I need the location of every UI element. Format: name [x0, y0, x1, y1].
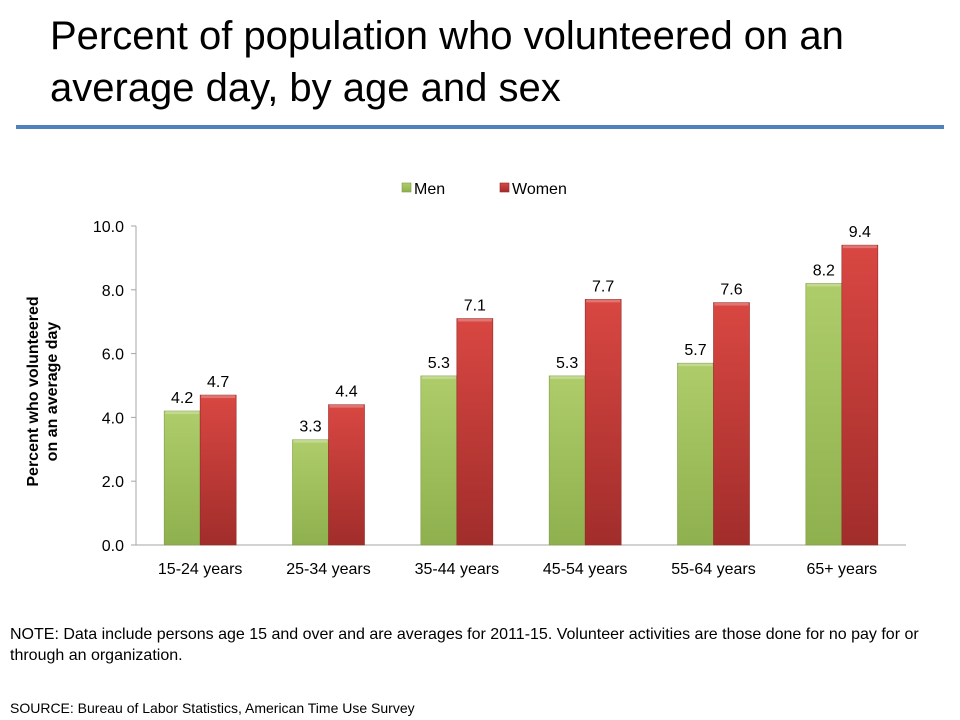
legend-label-women: Women — [512, 181, 567, 198]
x-axis: 15-24 years 25-34 years 35-44 years 45-54 y… — [136, 544, 906, 578]
bars: 4.2 4.7 3.3 4.4 5.3 7.1 5.3 7.7 5.7 7.6 8.2 9.4 — [163, 224, 879, 546]
y-tick-label: 10.0 — [93, 219, 124, 236]
y-tick-label: 2.0 — [102, 474, 124, 491]
legend: Men Women — [401, 181, 567, 198]
legend-swatch-women — [499, 182, 510, 193]
bar-highlight — [806, 283, 841, 287]
data-label: 4.4 — [335, 384, 357, 401]
bar-women — [456, 318, 494, 546]
data-label: 5.3 — [556, 355, 578, 372]
bar-highlight — [293, 439, 328, 443]
bar-men — [420, 375, 458, 546]
title-divider — [16, 125, 944, 129]
data-label: 9.4 — [849, 224, 871, 241]
bar-men — [805, 283, 843, 546]
bar-highlight — [329, 404, 364, 408]
data-label: 4.7 — [207, 374, 229, 391]
bar-highlight — [201, 395, 236, 399]
x-tick-label: 45-54 years — [543, 561, 628, 578]
data-label: 7.6 — [720, 282, 742, 299]
bar-women — [199, 394, 237, 546]
bar-highlight — [421, 375, 456, 379]
y-axis: 0.0 2.0 4.0 6.0 8.0 10.0 — [93, 219, 137, 555]
chart-note: NOTE: Data include persons age 15 and ov… — [10, 626, 919, 664]
data-label: 7.7 — [592, 278, 614, 295]
y-tick-label: 6.0 — [102, 347, 124, 364]
y-tick-label: 4.0 — [102, 410, 124, 427]
page-title: Percent of population who volunteered on… — [50, 14, 844, 110]
bar-men — [677, 362, 714, 546]
data-label: 8.2 — [813, 262, 835, 279]
bar-highlight — [457, 318, 492, 322]
bar-highlight — [678, 363, 713, 367]
y-axis-label-line: on an average day — [44, 322, 61, 462]
bar-women — [713, 302, 750, 546]
bar-highlight — [842, 245, 877, 249]
bar-men — [292, 439, 329, 546]
chart-source: SOURCE: Bureau of Labor Statistics, Amer… — [10, 700, 415, 716]
legend-swatch-men — [401, 182, 412, 193]
y-axis-label-line: Percent who volunteered — [25, 296, 42, 486]
bar-highlight — [165, 411, 200, 415]
bar-men — [163, 410, 201, 546]
bar-highlight — [550, 375, 585, 379]
data-label: 7.1 — [464, 298, 486, 315]
bar-men — [548, 375, 586, 546]
data-label: 5.3 — [428, 355, 450, 372]
legend-label-men: Men — [414, 181, 445, 198]
bar-women — [841, 244, 879, 546]
y-tick-label: 8.0 — [102, 283, 124, 300]
y-tick-label: 0.0 — [102, 538, 124, 555]
data-label: 4.2 — [171, 390, 193, 407]
x-tick-label: 65+ years — [806, 561, 877, 578]
y-axis-label: Percent who volunteered on an average day — [25, 296, 61, 486]
bar-women — [328, 404, 365, 546]
x-tick-label: 15-24 years — [158, 561, 243, 578]
data-label: 5.7 — [684, 342, 706, 359]
bar-highlight — [586, 299, 621, 303]
x-tick-label: 25-34 years — [286, 561, 371, 578]
bar-highlight — [714, 302, 749, 306]
bar-women — [584, 299, 622, 546]
data-label: 3.3 — [299, 419, 321, 436]
x-tick-label: 55-64 years — [671, 561, 756, 578]
x-tick-label: 35-44 years — [415, 561, 500, 578]
